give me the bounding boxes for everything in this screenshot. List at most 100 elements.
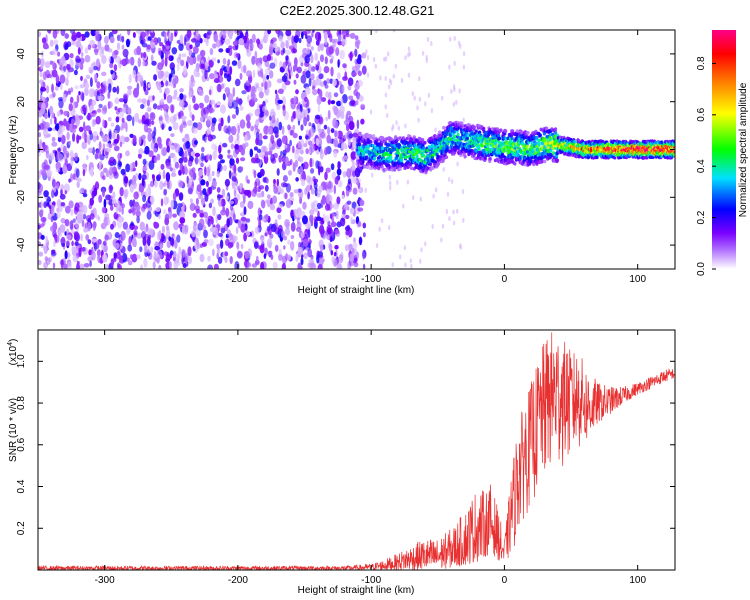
noise-speckle <box>278 224 283 234</box>
noise-speckle <box>157 174 162 180</box>
noise-speckle <box>302 70 306 76</box>
noise-speckle <box>63 118 67 127</box>
noise-speckle <box>205 120 211 125</box>
noise-speckle <box>225 195 229 201</box>
noise-speckle <box>103 221 107 228</box>
noise-speckle <box>258 43 263 50</box>
signal-mark <box>538 133 542 137</box>
noise-speckle <box>333 38 339 43</box>
noise-speckle <box>69 149 74 159</box>
noise-speckle <box>281 96 287 106</box>
noise-speckle <box>173 154 177 164</box>
noise-speckle <box>231 171 237 177</box>
signal-mark <box>453 148 457 152</box>
noise-speckle <box>150 246 154 253</box>
noise-speckle <box>81 141 87 150</box>
noise-speckle <box>260 237 265 245</box>
noise-speckle <box>146 99 150 107</box>
noise-speckle <box>337 59 340 68</box>
noise-speckle <box>191 114 195 122</box>
noise-speckle <box>198 102 204 109</box>
noise-speckle <box>200 162 204 168</box>
noise-speckle <box>142 51 147 59</box>
noise-speckle <box>291 48 298 54</box>
noise-speckle <box>321 195 327 205</box>
noise-speckle <box>333 106 339 116</box>
noise-speckle <box>302 201 307 210</box>
noise-speckle <box>458 88 461 94</box>
noise-speckle <box>109 36 115 44</box>
noise-speckle <box>170 115 176 124</box>
noise-speckle <box>189 111 193 118</box>
noise-speckle <box>110 122 115 127</box>
noise-speckle <box>83 121 86 131</box>
noise-speckle <box>251 263 258 268</box>
noise-speckle <box>216 187 221 193</box>
noise-speckle <box>334 245 339 250</box>
noise-speckle <box>189 82 193 93</box>
noise-speckle <box>170 107 174 113</box>
noise-speckle <box>189 44 193 50</box>
noise-speckle <box>51 178 56 188</box>
noise-speckle <box>265 213 269 221</box>
noise-speckle <box>92 146 95 156</box>
noise-speckle <box>75 58 82 63</box>
noise-speckle <box>184 133 190 139</box>
noise-speckle <box>324 84 329 89</box>
noise-speckle <box>54 116 57 125</box>
noise-speckle <box>186 175 189 185</box>
noise-speckle <box>122 93 129 100</box>
noise-speckle <box>142 158 147 166</box>
noise-speckle <box>285 227 290 236</box>
noise-speckle <box>76 134 80 144</box>
noise-speckle <box>305 108 309 117</box>
noise-speckle <box>131 253 138 263</box>
noise-speckle <box>67 90 72 95</box>
noise-speckle <box>361 65 367 75</box>
noise-speckle <box>125 150 130 157</box>
noise-speckle <box>145 200 152 208</box>
noise-speckle <box>91 190 95 199</box>
noise-speckle <box>174 239 178 249</box>
signal-mark <box>444 137 448 142</box>
noise-speckle <box>49 118 53 125</box>
noise-speckle <box>304 96 308 102</box>
noise-speckle <box>165 254 172 261</box>
noise-speckle <box>56 207 60 213</box>
noise-speckle <box>126 114 132 122</box>
noise-speckle <box>301 172 307 182</box>
noise-speckle <box>349 207 355 215</box>
noise-speckle <box>348 133 354 139</box>
noise-speckle <box>143 150 150 155</box>
noise-speckle <box>86 155 89 160</box>
noise-speckle <box>132 32 136 38</box>
noise-speckle <box>287 124 291 131</box>
noise-speckle <box>227 115 231 124</box>
noise-speckle <box>452 101 456 107</box>
noise-speckle <box>71 31 77 42</box>
noise-speckle <box>459 43 462 49</box>
noise-speckle <box>55 161 61 171</box>
noise-speckle <box>292 145 295 154</box>
noise-speckle <box>357 79 363 87</box>
noise-speckle <box>40 200 43 210</box>
noise-speckle <box>136 215 140 224</box>
noise-speckle <box>315 39 320 46</box>
noise-speckle <box>199 218 205 228</box>
signal-mark <box>453 134 457 139</box>
noise-speckle <box>227 154 234 160</box>
noise-speckle <box>308 259 315 264</box>
noise-speckle <box>50 225 55 232</box>
noise-speckle <box>273 126 279 134</box>
noise-speckle <box>159 180 164 190</box>
noise-speckle <box>89 260 92 267</box>
noise-speckle <box>328 188 333 193</box>
noise-speckle <box>407 52 410 58</box>
noise-speckle <box>238 38 244 46</box>
noise-speckle <box>80 52 84 57</box>
noise-speckle <box>50 110 55 119</box>
noise-speckle <box>151 174 155 179</box>
noise-speckle <box>43 190 49 198</box>
noise-speckle <box>389 180 392 186</box>
